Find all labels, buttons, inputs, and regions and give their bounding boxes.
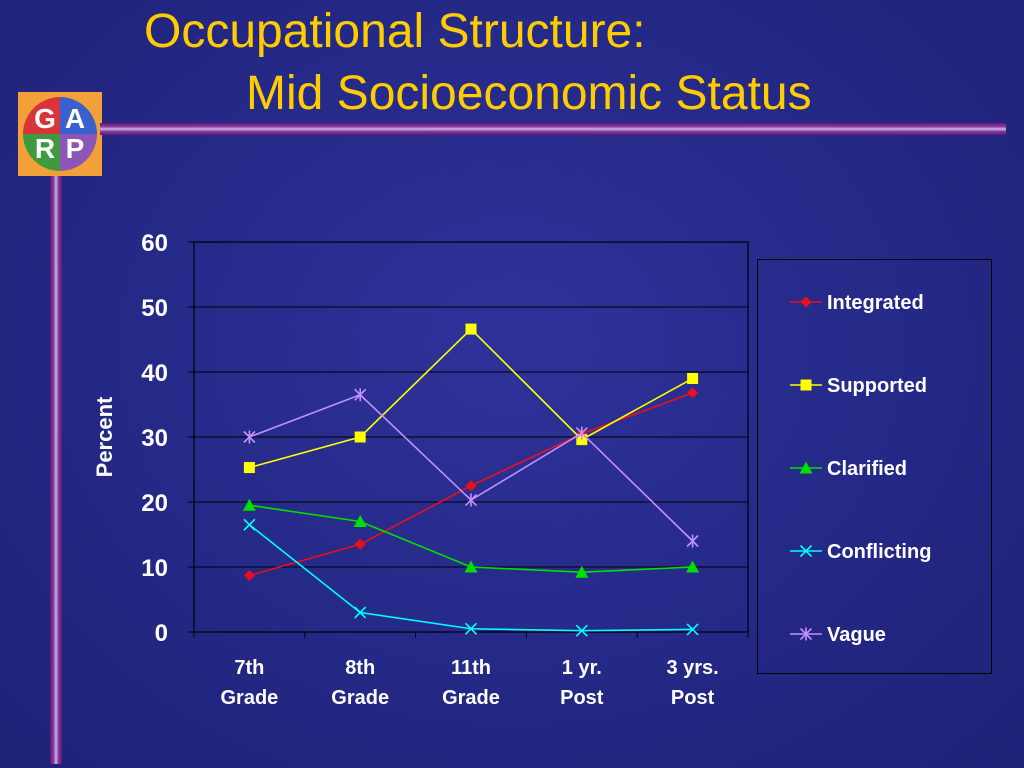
logo-quadrant-green <box>23 134 60 171</box>
x-tick-label: Grade <box>331 687 389 709</box>
y-tick-label: 60 <box>141 230 168 257</box>
legend-label-supported: Supported <box>827 375 927 397</box>
legend-label-vague: Vague <box>827 624 886 646</box>
data-point-supported <box>465 323 477 335</box>
legend-marker-vague <box>799 627 813 641</box>
data-point-clarified <box>242 498 256 511</box>
data-point-vague <box>464 493 478 507</box>
x-tick-label: 3 yrs. <box>666 657 718 679</box>
data-point-conflicting <box>575 624 588 637</box>
data-point-clarified <box>353 515 367 527</box>
data-point-integrated <box>687 387 699 399</box>
data-point-clarified <box>464 560 478 573</box>
x-tick-label: 7th <box>234 657 264 679</box>
data-point-vague <box>243 430 256 444</box>
decorative-vertical-bar <box>50 176 62 764</box>
data-point-supported <box>687 373 699 384</box>
data-point-conflicting <box>464 622 478 635</box>
x-tick-label: Post <box>671 687 715 709</box>
x-tick-label: 8th <box>345 657 375 679</box>
y-tick-label: 10 <box>141 555 168 582</box>
logo-letter: P <box>65 133 85 164</box>
legend-label-integrated: Integrated <box>827 292 924 314</box>
data-point-conflicting <box>686 623 699 636</box>
slide-title-line-2: Mid Socioeconomic Status <box>246 67 812 120</box>
data-point-integrated <box>354 538 366 550</box>
x-tick-label: 1 yr. <box>562 657 602 679</box>
legend-label-conflicting: Conflicting <box>827 541 931 563</box>
data-point-conflicting <box>243 518 256 531</box>
legend-marker-supported <box>800 379 812 391</box>
y-tick-label: 30 <box>141 425 168 452</box>
data-point-vague <box>354 388 367 402</box>
decorative-horizontal-bar <box>100 123 1006 135</box>
garp-logo: G A R P <box>18 92 102 176</box>
x-tick-label: Grade <box>220 687 278 709</box>
logo-letter: R <box>34 133 56 164</box>
slide-title-line-1: Occupational Structure: <box>144 5 646 58</box>
data-point-clarified <box>575 565 589 578</box>
legend-marker-conflicting <box>799 544 813 558</box>
legend-marker-integrated <box>800 296 812 308</box>
logo-quadrant-purple <box>60 134 97 171</box>
legend-marker-clarified <box>799 461 813 474</box>
data-point-supported <box>243 462 255 474</box>
logo-quadrant-blue <box>60 97 97 134</box>
logo-circle <box>23 97 97 171</box>
logo-quadrant-red <box>23 97 60 134</box>
y-tick-label: 40 <box>141 360 168 387</box>
data-point-supported <box>354 431 366 443</box>
data-point-vague <box>686 534 699 548</box>
data-point-integrated <box>465 480 477 492</box>
logo-letter: G <box>34 103 56 134</box>
data-point-clarified <box>686 560 700 573</box>
y-tick-label: 50 <box>141 295 168 322</box>
series-line-conflicting <box>248 524 693 632</box>
data-point-vague <box>575 426 588 440</box>
series-line-supported <box>249 327 693 469</box>
x-tick-label: 11th <box>451 657 491 679</box>
x-tick-label: Grade <box>442 687 500 709</box>
legend-label-clarified: Clarified <box>827 458 907 480</box>
x-tick-label: Post <box>560 687 604 709</box>
y-axis-label: Percent <box>92 396 117 477</box>
chart-legend <box>757 259 992 674</box>
logo-letter: A <box>64 103 86 134</box>
data-point-conflicting <box>354 606 367 619</box>
data-point-integrated <box>243 569 255 581</box>
y-tick-label: 20 <box>141 490 168 517</box>
y-tick-label: 0 <box>155 620 168 647</box>
